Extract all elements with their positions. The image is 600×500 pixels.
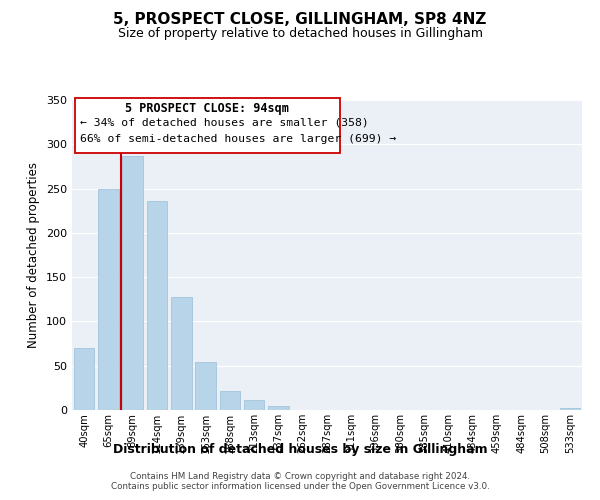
Bar <box>268 406 289 410</box>
Text: 5, PROSPECT CLOSE, GILLINGHAM, SP8 4NZ: 5, PROSPECT CLOSE, GILLINGHAM, SP8 4NZ <box>113 12 487 28</box>
Text: Contains HM Land Registry data © Crown copyright and database right 2024.: Contains HM Land Registry data © Crown c… <box>130 472 470 481</box>
Bar <box>560 408 580 410</box>
Text: 66% of semi-detached houses are larger (699) →: 66% of semi-detached houses are larger (… <box>80 134 396 144</box>
Bar <box>244 400 265 410</box>
Text: ← 34% of detached houses are smaller (358): ← 34% of detached houses are smaller (35… <box>80 118 368 128</box>
Text: Contains public sector information licensed under the Open Government Licence v3: Contains public sector information licen… <box>110 482 490 491</box>
Bar <box>122 156 143 410</box>
Text: Distribution of detached houses by size in Gillingham: Distribution of detached houses by size … <box>113 442 487 456</box>
Y-axis label: Number of detached properties: Number of detached properties <box>28 162 40 348</box>
Bar <box>171 296 191 410</box>
Bar <box>195 362 216 410</box>
Bar <box>74 348 94 410</box>
FancyBboxPatch shape <box>74 98 340 152</box>
Bar <box>220 390 240 410</box>
Text: 5 PROSPECT CLOSE: 94sqm: 5 PROSPECT CLOSE: 94sqm <box>125 102 289 115</box>
Bar <box>146 201 167 410</box>
Bar <box>98 188 119 410</box>
Text: Size of property relative to detached houses in Gillingham: Size of property relative to detached ho… <box>118 28 482 40</box>
